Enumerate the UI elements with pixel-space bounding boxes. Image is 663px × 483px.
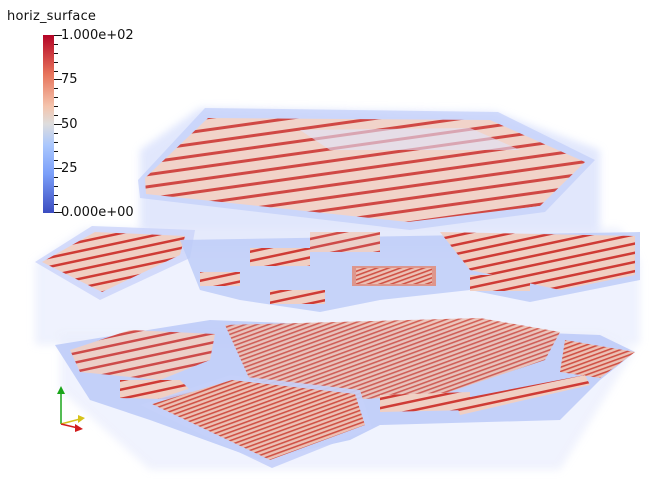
- legend-tick-minor: [54, 177, 58, 178]
- legend-label-25: 25: [61, 161, 78, 176]
- legend-tick-minor: [54, 44, 58, 45]
- legend-tick-minor: [54, 106, 58, 107]
- legend-tick-major: [54, 168, 62, 169]
- legend-tick-minor: [54, 71, 58, 72]
- legend-tick-minor: [54, 204, 58, 205]
- legend-tick-major: [54, 124, 62, 125]
- legend-tick-minor: [54, 115, 58, 116]
- legend-label-75: 75: [61, 72, 78, 87]
- legend-tick-minor: [54, 88, 58, 89]
- legend-title: horiz_surface: [7, 9, 97, 24]
- legend-min-label: 0.000e+00: [61, 205, 134, 220]
- legend-max-label: 1.000e+02: [61, 28, 134, 43]
- legend-tick-minor: [54, 142, 58, 143]
- legend-tick-minor: [54, 53, 58, 54]
- legend-tick-minor: [54, 62, 58, 63]
- legend-tick-minor: [54, 97, 58, 98]
- legend-tick-minor: [54, 160, 58, 161]
- color-legend-bar: [43, 35, 54, 213]
- legend-tick-major: [54, 35, 62, 36]
- top-layer: [138, 108, 595, 230]
- legend-tick-minor: [54, 195, 58, 196]
- legend-tick-minor: [54, 186, 58, 187]
- legend-tick-major: [54, 79, 62, 80]
- middle-layer: [35, 226, 640, 312]
- orientation-axes: [57, 386, 85, 432]
- legend-tick-minor: [54, 133, 58, 134]
- legend-tick-minor: [54, 151, 58, 152]
- legend-label-50: 50: [61, 117, 78, 132]
- bottom-layer: [55, 318, 635, 468]
- legend-tick-major: [54, 212, 62, 213]
